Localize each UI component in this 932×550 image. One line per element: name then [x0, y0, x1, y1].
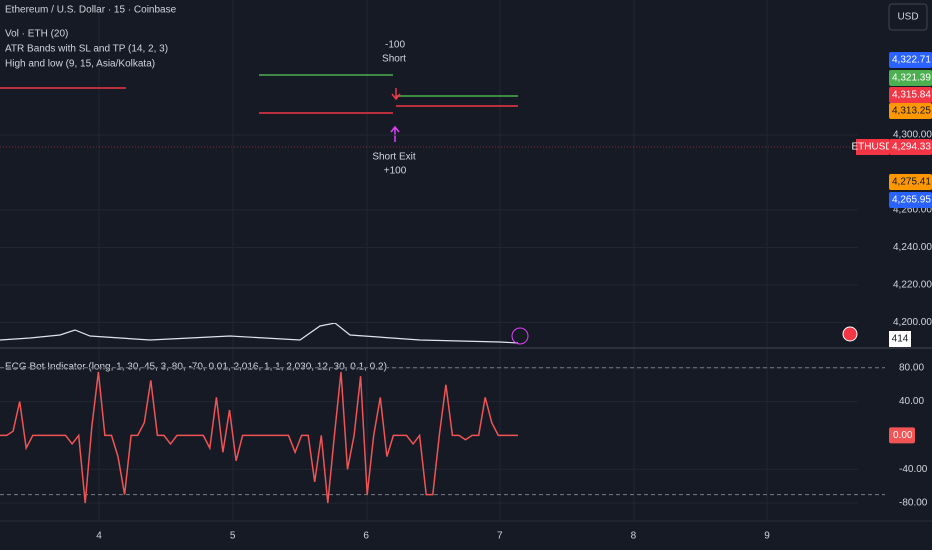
currency-label[interactable]: USD [897, 12, 918, 23]
price-tag [889, 174, 932, 190]
oscillator-title: ECG Bot Indicator (long, 1, 30, 45, 3, 8… [5, 362, 387, 373]
signal-label: -100 [385, 40, 405, 51]
last-value-tag [889, 427, 915, 444]
last-value-text: 0.00 [893, 430, 913, 441]
ecg-line [0, 371, 518, 504]
symbol-tag-text: ETHUSD [851, 142, 892, 153]
osc-tick-label: 80.00 [899, 362, 924, 373]
volume-tag-text: 414 [892, 334, 909, 345]
price-tag [889, 52, 932, 68]
level-lines [0, 74, 858, 148]
price-tag [889, 70, 932, 86]
time-tick-label: 5 [230, 531, 236, 542]
price-tag-text: 4,294.33 [892, 142, 931, 153]
indicator-label: Vol · ETH (20) [5, 29, 68, 40]
symbol-title: Ethereum / U.S. Dollar · 15 · Coinbase [5, 5, 177, 16]
vertical-grid [98, 0, 768, 520]
price-tag [889, 192, 932, 208]
price-tick-label: 4,200.00 [893, 317, 932, 328]
time-tick-label: 6 [363, 531, 369, 542]
price-tag-text: 4,315.84 [892, 90, 931, 101]
price-tick-label: 4,260.00 [893, 205, 932, 216]
price-tag-text: 4,275.41 [892, 177, 931, 188]
volume-tag [889, 331, 911, 347]
alert-icon[interactable] [511, 327, 529, 345]
time-tick-label: 7 [497, 531, 503, 542]
price-tag-text: 4,322.71 [892, 55, 931, 66]
indicator-label: High and low (9, 15, Asia/Kolkata) [5, 59, 155, 70]
time-tick-label: 4 [96, 531, 102, 542]
time-tick-label: 8 [631, 531, 637, 542]
signal-label: Short [382, 54, 406, 65]
price-tick-label: 4,220.00 [893, 280, 932, 291]
time-tick-label: 9 [764, 531, 770, 542]
price-tick-label: 4,240.00 [893, 242, 932, 253]
osc-tick-label: -80.00 [899, 498, 928, 509]
signal-label: Short Exit [372, 152, 416, 163]
signal-label: +100 [384, 166, 407, 177]
price-tag-text: 4,265.95 [892, 195, 931, 206]
price-tag-text: 4,321.39 [892, 73, 931, 84]
currency-button[interactable] [888, 3, 928, 31]
volume-line [0, 322, 519, 344]
price-tag-text: 4,313.25 [892, 106, 931, 117]
price-tick-label: 4,300.00 [893, 130, 932, 141]
osc-tick-label: -40.00 [899, 464, 928, 475]
symbol-tag [856, 139, 889, 155]
price-tag [889, 139, 932, 155]
osc-tick-label: 40.00 [899, 396, 924, 407]
flag-icon[interactable] [842, 326, 858, 342]
indicator-label: ATR Bands with SL and TP (14, 2, 3) [5, 44, 168, 55]
price-tag [889, 87, 932, 103]
price-tag [889, 103, 932, 119]
